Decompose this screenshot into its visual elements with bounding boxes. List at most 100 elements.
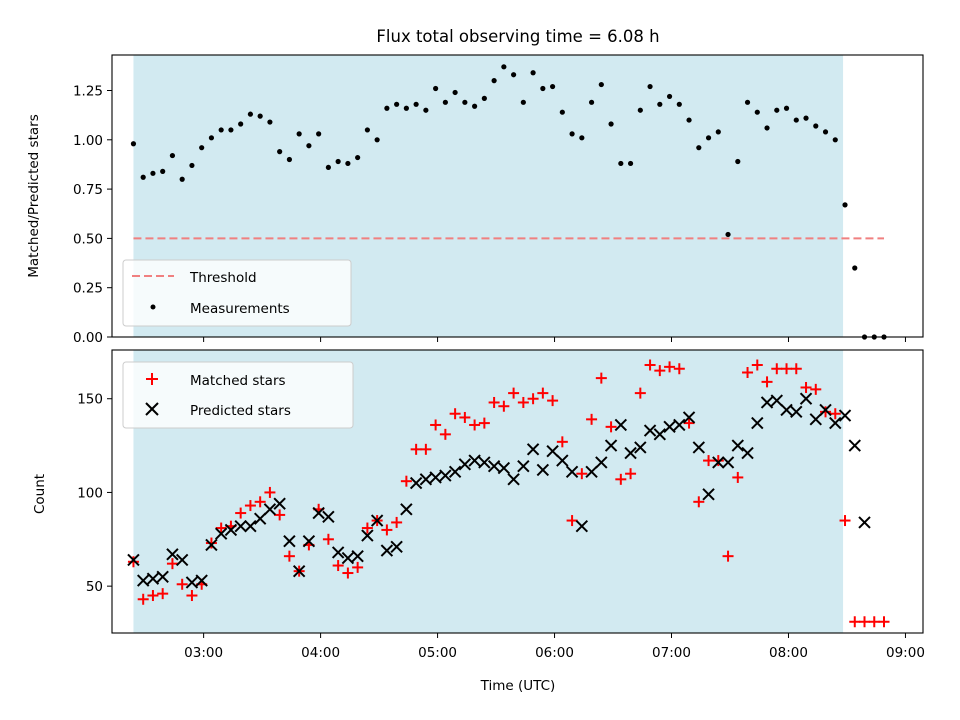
measurement-point [286,156,293,163]
measurement-point [345,160,351,167]
top-y-axis-label: Matched/Predicted stars [26,114,42,277]
predicted-star-point [809,413,822,426]
legend-predicted-swatch [145,402,159,416]
top-y-tick-label: 0.25 [73,281,103,297]
matched-star-point [566,515,578,527]
predicted-star-point [400,503,413,516]
measurement-point [696,145,702,151]
top-x-ticks [203,337,906,342]
measurement-point [267,119,273,125]
measurement-point [130,141,137,147]
predicted-star-point [848,439,861,452]
measurement-point [598,81,604,88]
x-tick-label: 04:00 [301,645,340,661]
predicted-star-point [829,416,842,430]
matched-star-point [352,561,364,573]
predicted-star-point [302,534,316,548]
bottom-y-axis-label: Count [32,474,48,514]
predicted-star-point [351,549,364,563]
matched-star-point [654,365,666,377]
top-y-ticks: 0.00 0.25 0.50 0.75 1.00 1.25 [73,83,112,346]
predicted-star-point [468,454,481,467]
predicted-star-point [624,446,637,460]
measurement-point [208,135,215,141]
top-legend: Threshold Measurements [122,259,352,327]
measurement-point [540,85,546,92]
predicted-star-point [224,523,238,537]
matched-star-point [722,550,734,562]
matched-star-point [157,588,169,600]
predicted-star-point [497,461,511,475]
predicted-star-point [780,403,793,417]
predicted-star-point [409,476,423,490]
predicted-star-point [526,443,540,456]
matched-star-point [459,411,471,423]
predicted-star-point [312,506,325,520]
predicted-star-point [478,456,491,469]
measurement-point [686,117,692,123]
matched-star-point [693,496,705,508]
measurement-point [832,137,838,143]
measurement-point [423,107,429,113]
predicted-star-point [575,519,589,533]
measurement-point [774,107,780,113]
measurement-point [462,99,468,105]
predicted-star-point [380,544,394,557]
matched-star-point [439,428,451,440]
predicted-star-point [770,394,783,407]
predicted-star-point [205,538,218,552]
measurement-point [618,160,624,167]
matched-star-point [615,473,627,485]
x-tick-label: 06:00 [535,645,574,661]
matched-star-point [205,537,217,549]
predicted-star-point [858,516,871,529]
measurement-point [472,103,478,109]
predicted-star-point [127,553,140,567]
measurement-point [218,127,224,133]
top-y-tick-label: 0.50 [73,231,103,247]
measurement-point [666,93,673,100]
measurement-point [803,115,809,121]
measurement-point [842,202,848,208]
measurement-point [403,105,409,111]
measurement-point [374,137,380,143]
measurement-point [413,101,419,107]
measurement-point [569,131,575,137]
bottom-y-tick-label: 100 [77,485,103,501]
measurement-point [530,70,536,76]
x-tick-label: 03:00 [184,645,223,661]
measurement-point [433,85,439,92]
predicted-star-point [565,465,579,479]
measurement-point [501,64,507,70]
bottom-legend: Matched stars Predicted stars [122,361,354,429]
matched-star-point [625,468,637,480]
predicted-star-point [790,405,803,419]
measurement-point [150,170,156,176]
predicted-star-point [546,444,559,458]
measurement-point [725,231,731,238]
predicted-star-point [166,548,179,561]
measurement-point [247,111,254,117]
matched-star-point [381,524,393,536]
top-axes-frame [111,54,924,338]
matched-star-point [137,593,149,605]
measurement-point [228,127,234,133]
matched-star-point [664,361,676,373]
predicted-star-point [361,529,374,542]
predicted-star-point [663,420,676,434]
measurement-point [140,174,146,180]
matched-star-point [469,419,481,431]
measurement-point [199,145,205,151]
predicted-star-point [702,488,715,501]
matched-star-point [235,507,247,519]
measurement-point [316,131,322,137]
top-panel: 0.00 0.25 0.50 0.75 1.00 1.25 Matched/Predict… [26,54,924,346]
predicted-star-point [322,510,335,524]
predicted-star-point [507,473,520,486]
matched-star-point [829,408,841,420]
matched-star-point [420,443,432,455]
x-tick-label: 05:00 [418,645,457,661]
measurement-point [491,78,497,84]
measurement-point [715,129,721,135]
measurement-point [735,158,741,165]
